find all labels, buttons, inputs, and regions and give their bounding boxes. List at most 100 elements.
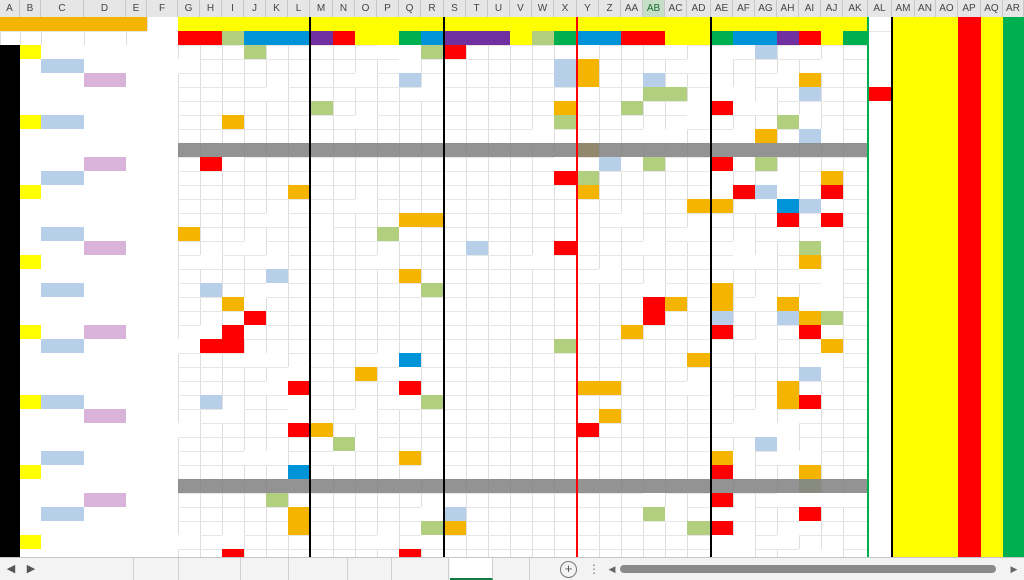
row-b <box>20 367 41 381</box>
lotto-cell-27 <box>755 101 777 115</box>
tab-0[interactable] <box>70 558 134 580</box>
column-header-ah[interactable]: AH <box>777 0 799 17</box>
lotto-cell-29 <box>799 493 821 507</box>
row-ar <box>1003 227 1024 241</box>
lotto-cell-26 <box>733 129 755 143</box>
tab-4[interactable] <box>290 558 348 580</box>
column-header-ai[interactable]: AI <box>799 0 821 17</box>
row-round <box>147 129 178 143</box>
row-ao <box>936 101 958 115</box>
tab-1[interactable] <box>135 558 179 580</box>
column-header-c[interactable]: C <box>41 0 84 17</box>
column-header-ar[interactable]: AR <box>1003 0 1024 17</box>
column-header-u[interactable]: U <box>488 0 510 17</box>
lotto-cell-30 <box>821 325 843 339</box>
column-header-af[interactable]: AF <box>733 0 755 17</box>
lotto-cell-13 <box>444 521 466 535</box>
row-b <box>20 101 41 115</box>
column-header-n[interactable]: N <box>333 0 355 17</box>
row-ao <box>936 185 958 199</box>
row-al <box>868 535 892 549</box>
lotto-cell-25 <box>711 395 733 409</box>
column-header-k[interactable]: K <box>266 0 288 17</box>
next-sheet-icon[interactable]: ▶ <box>26 563 36 575</box>
column-header-aq[interactable]: AQ <box>981 0 1003 17</box>
column-header-z[interactable]: Z <box>599 0 621 17</box>
column-header-ag[interactable]: AG <box>755 0 777 17</box>
scrollbar-thumb[interactable] <box>620 565 996 573</box>
column-header-p[interactable]: P <box>377 0 399 17</box>
column-header-aj[interactable]: AJ <box>821 0 843 17</box>
column-header-w[interactable]: W <box>532 0 554 17</box>
horizontal-scrollbar[interactable]: ◀ ▶ <box>606 562 1024 576</box>
row-ap <box>958 367 981 381</box>
column-header-l[interactable]: L <box>288 0 310 17</box>
tab-5[interactable] <box>349 558 392 580</box>
tab-2[interactable] <box>180 558 241 580</box>
add-sheet-button[interactable]: + <box>560 561 577 578</box>
row-aq <box>981 367 1003 381</box>
column-header-h[interactable]: H <box>200 0 222 17</box>
row-b <box>20 297 41 311</box>
lotto-cell-29 <box>799 129 821 143</box>
row-a <box>0 367 20 381</box>
row-am <box>892 241 915 255</box>
row-date-d <box>84 521 126 535</box>
row-ar <box>1003 283 1024 297</box>
column-header-aa[interactable]: AA <box>621 0 643 17</box>
column-header-an[interactable]: AN <box>915 0 936 17</box>
prev-sheet-icon[interactable]: ◀ <box>6 563 16 575</box>
column-header-e[interactable]: E <box>126 0 147 17</box>
column-header-d[interactable]: D <box>84 0 126 17</box>
column-header-ad[interactable]: AD <box>687 0 711 17</box>
row-b <box>20 507 41 521</box>
column-header-ak[interactable]: AK <box>843 0 868 17</box>
column-header-i[interactable]: I <box>222 0 244 17</box>
column-header-ab[interactable]: AB <box>643 0 665 17</box>
scroll-right-icon[interactable]: ▶ <box>1010 564 1018 574</box>
lotto-cell-11 <box>399 549 421 557</box>
column-header-j[interactable]: J <box>244 0 266 17</box>
column-header-al[interactable]: AL <box>868 0 892 17</box>
column-header-t[interactable]: T <box>466 0 488 17</box>
row-am <box>892 269 915 283</box>
column-header-ap[interactable]: AP <box>958 0 981 17</box>
column-header-s[interactable]: S <box>444 0 466 17</box>
row-a <box>0 283 20 297</box>
column-header-y[interactable]: Y <box>577 0 599 17</box>
row-ao <box>936 241 958 255</box>
row-an <box>915 451 936 465</box>
column-header-ac[interactable]: AC <box>665 0 687 17</box>
column-header-q[interactable]: Q <box>399 0 421 17</box>
tab-6[interactable] <box>393 558 449 580</box>
tab-7[interactable] <box>450 558 493 580</box>
column-header-am[interactable]: AM <box>892 0 915 17</box>
column-header-m[interactable]: M <box>310 0 333 17</box>
spreadsheet-grid[interactable] <box>0 17 1024 557</box>
scroll-left-icon[interactable]: ◀ <box>608 564 616 574</box>
column-header-a[interactable]: A <box>0 0 20 17</box>
lotto-cell-25 <box>711 521 733 535</box>
row-b <box>20 535 41 549</box>
tab-8[interactable] <box>494 558 530 580</box>
row-ao <box>936 199 958 213</box>
lotto-cell-29 <box>799 73 821 87</box>
row-al <box>868 381 892 395</box>
row-gridline <box>0 549 1024 550</box>
column-header-v[interactable]: V <box>510 0 532 17</box>
column-header-o[interactable]: O <box>355 0 377 17</box>
row-aq <box>981 353 1003 367</box>
column-header-b[interactable]: B <box>20 0 41 17</box>
row-aq <box>981 143 1003 157</box>
column-header-ao[interactable]: AO <box>936 0 958 17</box>
column-header-r[interactable]: R <box>421 0 444 17</box>
column-header-ae[interactable]: AE <box>711 0 733 17</box>
row-ap <box>958 311 981 325</box>
column-header-x[interactable]: X <box>554 0 577 17</box>
row-ap <box>958 255 981 269</box>
tab-3[interactable] <box>242 558 289 580</box>
lotto-cell-17 <box>532 255 554 269</box>
lotto-cell-25 <box>711 451 733 465</box>
column-header-g[interactable]: G <box>178 0 200 17</box>
column-header-f[interactable]: F <box>147 0 178 17</box>
